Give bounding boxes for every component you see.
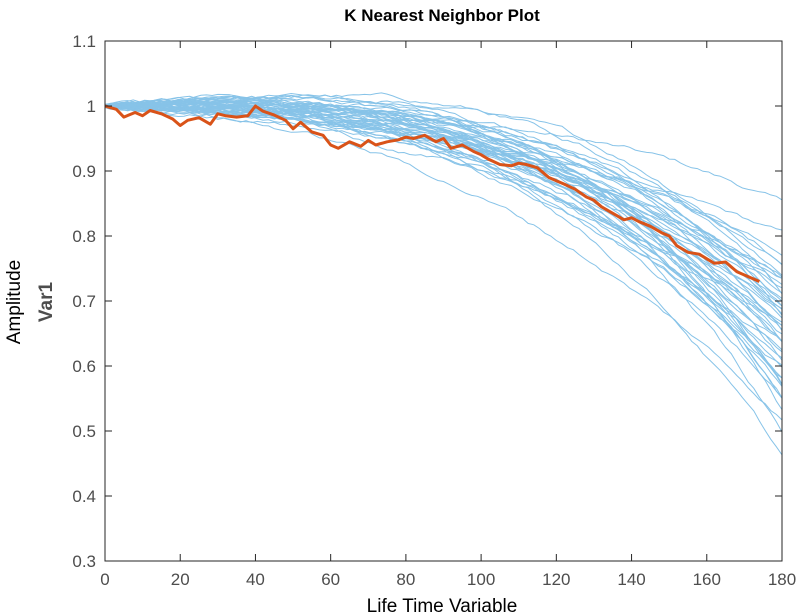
y-tick-label: 1.1 xyxy=(72,32,96,51)
neighbor-series-line xyxy=(104,105,783,379)
plot-area xyxy=(104,92,783,456)
neighbor-lines xyxy=(104,92,783,456)
y-tick-label: 0.7 xyxy=(72,292,96,311)
y-tick-label: 0.5 xyxy=(72,422,96,441)
neighbor-series-line xyxy=(104,105,783,385)
neighbor-series-line xyxy=(104,98,783,335)
x-tick-label: 160 xyxy=(693,570,721,589)
y-tick-label: 0.4 xyxy=(72,487,96,506)
y-tick-label: 0.6 xyxy=(72,357,96,376)
x-axis-label: Life Time Variable xyxy=(367,596,518,615)
x-tick-label: 60 xyxy=(321,570,340,589)
x-tick-label: 100 xyxy=(467,570,495,589)
x-tick-label: 40 xyxy=(246,570,265,589)
neighbor-series-line xyxy=(104,98,783,342)
neighbor-series-line xyxy=(104,94,783,295)
axes-frame xyxy=(104,40,783,562)
neighbor-series-line xyxy=(104,105,783,379)
y-tick-label: 0.9 xyxy=(72,162,96,181)
y-axis-ticks: 0.3 0.4 0.5 0.6 0.7 0.8 0.9 1 1.1 xyxy=(72,32,782,571)
neighbor-series-line xyxy=(104,101,783,279)
neighbor-series-line xyxy=(104,105,783,421)
axes-box xyxy=(104,40,783,562)
neighbor-series-line xyxy=(104,107,783,368)
neighbor-series-line xyxy=(104,104,783,307)
x-tick-label: 20 xyxy=(171,570,190,589)
highlight-line xyxy=(104,104,760,283)
neighbor-series-line xyxy=(104,99,783,310)
y-tick-label: 0.8 xyxy=(72,227,96,246)
y-tick-label: 0.3 xyxy=(72,552,96,571)
y-axis-var-label: Var1 xyxy=(36,281,57,322)
neighbor-series-line xyxy=(104,94,783,399)
neighbor-series-line xyxy=(104,103,783,326)
neighbor-series-line xyxy=(104,96,783,410)
x-tick-label: 0 xyxy=(100,570,109,589)
x-axis-ticks: 0 20 40 60 80 100 120 140 160 180 xyxy=(100,41,796,589)
x-tick-label: 80 xyxy=(396,570,415,589)
y-tick-label: 1 xyxy=(87,97,96,116)
neighbor-series-line xyxy=(104,103,783,342)
x-tick-label: 180 xyxy=(768,570,796,589)
chart-title: K Nearest Neighbor Plot xyxy=(344,6,540,25)
neighbor-series-line xyxy=(104,104,783,359)
x-tick-label: 140 xyxy=(617,570,645,589)
neighbor-series-line xyxy=(104,100,783,351)
highlight-series-line xyxy=(104,104,760,283)
x-tick-label: 120 xyxy=(542,570,570,589)
neighbor-series-line xyxy=(104,105,783,278)
y-axis-label: Amplitude xyxy=(4,260,25,345)
neighbor-series-line xyxy=(104,92,783,276)
